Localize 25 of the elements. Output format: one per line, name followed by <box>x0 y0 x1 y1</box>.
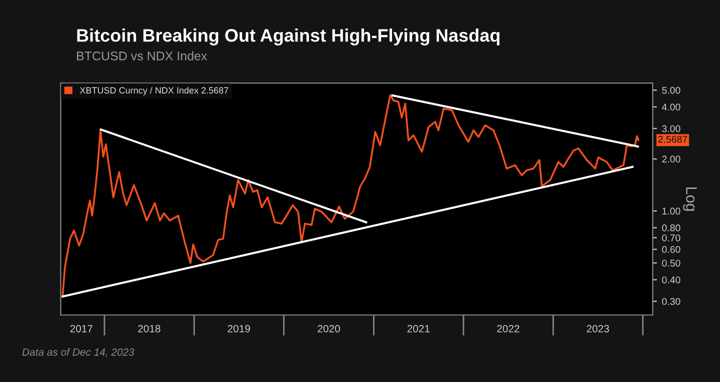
y-axis-title: Log <box>683 188 697 211</box>
y-tick-label: 5.00 <box>662 86 680 94</box>
x-tick-label: 2023 <box>586 324 610 332</box>
x-tick-label: 2017 <box>70 324 92 332</box>
legend-label: XBTUSD Curncy / NDX Index 2.5687 <box>80 86 228 96</box>
y-tick-label: 1.00 <box>662 208 680 215</box>
y-tick-label: 0.50 <box>662 260 680 267</box>
x-tick-label: 2020 <box>318 324 340 332</box>
y-tick-label: 0.60 <box>662 246 680 253</box>
y-tick-label: 4.00 <box>662 104 680 111</box>
y-tick-label: 2.00 <box>662 156 680 163</box>
y-tick-label: 3.00 <box>662 125 680 132</box>
x-tick-label: 2019 <box>228 324 250 332</box>
y-tick-label: 0.30 <box>662 298 680 305</box>
x-tick-label: 2022 <box>497 324 520 332</box>
line-series <box>62 94 640 296</box>
x-tick-label: 2021 <box>407 324 430 332</box>
annotation: 2.5687 <box>658 136 688 143</box>
y-tick-label: 0.40 <box>662 276 680 284</box>
y-tick-label: 0.80 <box>662 224 680 232</box>
y-tick-label: 0.70 <box>662 234 680 242</box>
text: Data as of Dec 14, 2023 <box>22 348 134 358</box>
chart-title: Bitcoin Breaking Out Against High-Flying Nasdaq <box>77 28 500 46</box>
chart-subtitle: BTCUSD vs NDX Index <box>77 51 208 60</box>
x-tick-label: 2018 <box>138 324 160 332</box>
